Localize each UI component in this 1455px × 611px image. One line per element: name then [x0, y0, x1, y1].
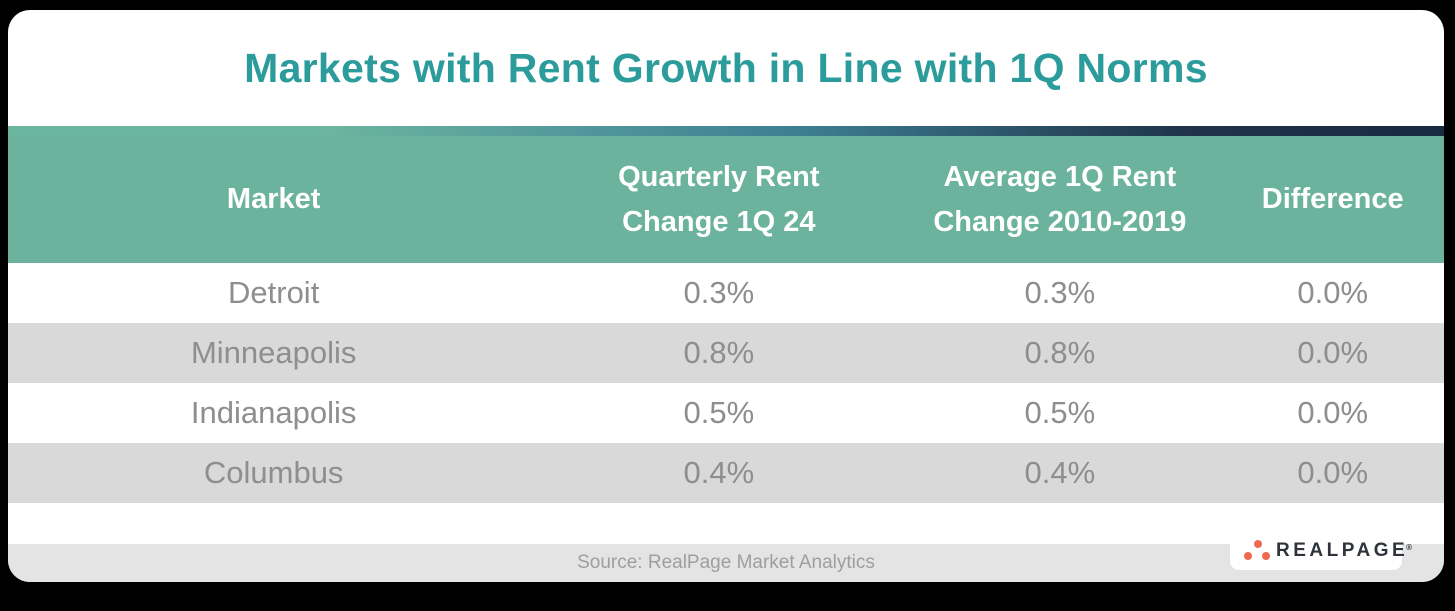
- realpage-tri-dots-icon: [1242, 539, 1272, 563]
- market-cell: Minneapolis: [190, 335, 357, 370]
- table-row-indianapolis: Indianapolis 0.5% 0.5% 0.0%: [8, 383, 1444, 443]
- header-difference-label: Difference: [1261, 183, 1404, 215]
- page-title: Markets with Rent Growth in Line with 1Q…: [244, 44, 1208, 91]
- quarterly-value-cell: 0.3%: [683, 275, 755, 310]
- realpage-logo: REALPAGE®: [1230, 532, 1412, 570]
- table-body: Detroit 0.3% 0.3% 0.0% Minneapolis 0.8% …: [8, 263, 1444, 503]
- table-row-minneapolis: Minneapolis 0.8% 0.8% 0.0%: [8, 323, 1444, 383]
- market-cell: Indianapolis: [190, 395, 357, 430]
- header-quarterly-rent-change: Quarterly Rent Change 1Q 24: [539, 136, 899, 263]
- average-value-cell: 0.3%: [1024, 275, 1096, 310]
- header-average-label: Average 1Q Rent Change 2010-2019: [933, 160, 1187, 238]
- rent-growth-table: Market Quarterly Rent Change 1Q 24 Avera…: [8, 136, 1444, 503]
- table-row-columbus: Columbus 0.4% 0.4% 0.0%: [8, 443, 1444, 503]
- footer-bar: Source: RealPage Market Analytics: [8, 544, 1444, 582]
- quarterly-value-cell: 0.5%: [683, 395, 755, 430]
- header-average-rent-change: Average 1Q Rent Change 2010-2019: [898, 136, 1222, 263]
- difference-value-cell: 0.0%: [1297, 275, 1369, 310]
- trademark-symbol: ®: [1406, 543, 1416, 552]
- difference-value-cell: 0.0%: [1297, 455, 1369, 490]
- quarterly-value-cell: 0.4%: [683, 455, 755, 490]
- market-cell: Columbus: [203, 455, 344, 490]
- accent-gradient-strip: [8, 126, 1444, 136]
- difference-value-cell: 0.0%: [1297, 335, 1369, 370]
- logo-dot: [1262, 552, 1270, 560]
- header-difference: Difference: [1221, 136, 1444, 263]
- header-row: Market Quarterly Rent Change 1Q 24 Avera…: [8, 136, 1444, 263]
- header-market: Market: [8, 136, 540, 263]
- average-value-cell: 0.8%: [1024, 335, 1096, 370]
- realpage-wordmark: REALPAGE®: [1276, 540, 1416, 562]
- quarterly-value-cell: 0.8%: [683, 335, 755, 370]
- difference-value-cell: 0.0%: [1297, 395, 1369, 430]
- logo-dot: [1244, 552, 1252, 560]
- chart-card: Markets with Rent Growth in Line with 1Q…: [8, 10, 1444, 582]
- average-value-cell: 0.5%: [1024, 395, 1096, 430]
- logo-dot: [1254, 540, 1262, 548]
- realpage-brand-text: REALPAGE: [1276, 540, 1409, 561]
- table-row-detroit: Detroit 0.3% 0.3% 0.0%: [8, 263, 1444, 323]
- source-text: Source: RealPage Market Analytics: [577, 552, 875, 573]
- average-value-cell: 0.4%: [1024, 455, 1096, 490]
- table-header: Market Quarterly Rent Change 1Q 24 Avera…: [8, 136, 1444, 263]
- header-market-label: Market: [226, 183, 321, 215]
- header-quarterly-label: Quarterly Rent Change 1Q 24: [618, 160, 820, 238]
- market-cell: Detroit: [228, 275, 320, 310]
- title-area: Markets with Rent Growth in Line with 1Q…: [8, 10, 1444, 126]
